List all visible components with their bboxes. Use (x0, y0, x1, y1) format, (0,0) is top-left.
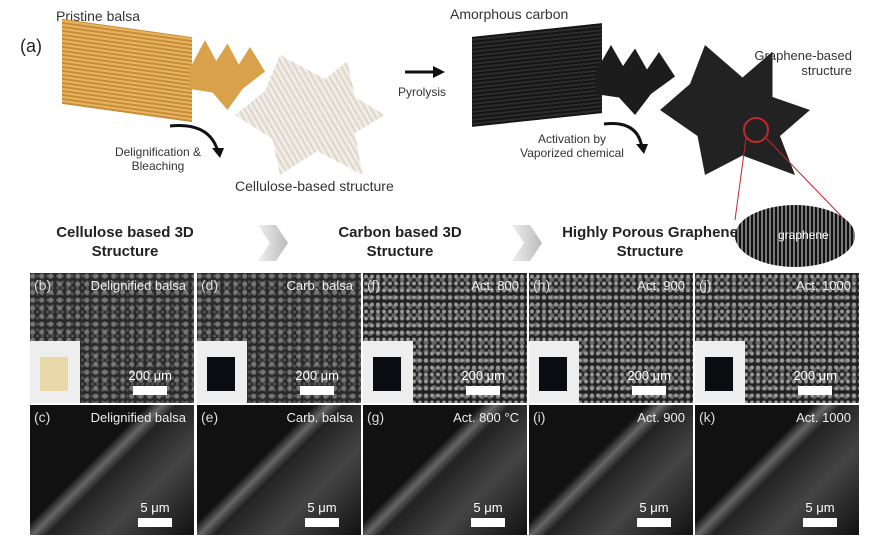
sem-image-f: (f) Act. 800 200 μm (363, 273, 527, 403)
scale-label: 200 μm (793, 368, 837, 383)
stage-arrow-icon (258, 225, 288, 261)
sample-photo-inset (363, 341, 413, 403)
sample (207, 357, 235, 391)
sample (373, 357, 401, 391)
scale-bar: 200 μm (793, 368, 837, 395)
sem-image-i: (i) Act. 900 5 μm (529, 405, 693, 535)
arrow-right-icon (405, 66, 445, 78)
scale-bar-line (471, 518, 505, 527)
curved-arrow-icon (603, 122, 648, 154)
scale-label: 200 μm (461, 368, 505, 383)
panel-label-a: (a) (20, 36, 42, 56)
scale-bar: 200 μm (627, 368, 671, 395)
stage-graphene: Highly Porous Graphene Structure (562, 224, 738, 260)
panel-title: Act. 1000 (796, 278, 851, 293)
scale-label: 200 μm (295, 368, 339, 383)
scale-bar-line (466, 386, 501, 395)
panel-title: Act. 800 (471, 278, 519, 293)
graphene-inset (735, 205, 855, 267)
pyrolysis-label: Pyrolysis (398, 85, 447, 99)
stage-carbon: Carbon based 3D Structure (338, 224, 462, 260)
panel-title: Delignified balsa (90, 278, 186, 293)
panel-label: (i) (533, 409, 546, 425)
scale-bar-line (300, 386, 335, 395)
activation-label: Activation by Vaporized chemical (520, 132, 624, 160)
scale-bar-line (133, 386, 168, 395)
panel-label: (g) (367, 409, 385, 425)
panel-title: Act. 900 (637, 410, 685, 425)
scale-bar: 5 μm (803, 500, 837, 527)
panel-label: (b) (34, 277, 52, 293)
graphene-inset-label: graphene (778, 228, 829, 242)
curved-arrow-icon (169, 124, 224, 158)
scale-bar-line (637, 518, 671, 527)
panel-label: (k) (699, 409, 716, 425)
carbon-block (472, 23, 602, 127)
scale-bar: 200 μm (295, 368, 339, 395)
sample (539, 357, 567, 391)
scale-bar-line (138, 518, 172, 527)
scale-bar-line (803, 518, 837, 527)
panel-title: Act. 900 (637, 278, 685, 293)
scale-bar: 5 μm (305, 500, 339, 527)
carbon-fins (595, 45, 675, 115)
panel-label: (c) (34, 409, 51, 425)
sem-image-c: (c) Delignified balsa 5 μm (30, 405, 194, 535)
sample-photo-inset (695, 341, 745, 403)
stage-arrow-icon (512, 225, 542, 261)
sem-image-k: (k) Act. 1000 5 μm (695, 405, 859, 535)
scale-bar: 5 μm (471, 500, 505, 527)
cellulose-label: Cellulose-based structure (235, 178, 394, 194)
panel-label: (h) (533, 277, 551, 293)
panel-title: Act. 800 °C (453, 410, 519, 425)
balsa-block (62, 18, 192, 123)
zoom-lines (734, 117, 846, 221)
sem-image-d: (d) Carb. balsa 200 μm (197, 273, 361, 403)
graphene-structure-label: Graphene-based structure (754, 48, 852, 78)
scale-bar-line (632, 386, 667, 395)
amorphous-carbon-label: Amorphous carbon (450, 6, 569, 22)
scale-bar: 200 μm (461, 368, 505, 395)
sem-image-j: (j) Act. 1000 200 μm (695, 273, 859, 403)
scale-bar: 5 μm (637, 500, 671, 527)
scale-label: 5 μm (307, 500, 337, 515)
scale-bar: 5 μm (138, 500, 172, 527)
sem-image-h: (h) Act. 900 200 μm (529, 273, 693, 403)
sem-image-b: (b) Delignified balsa 200 μm (30, 273, 194, 403)
balsa-fins (190, 40, 265, 110)
panel-label: (j) (699, 277, 712, 293)
scale-label: 5 μm (805, 500, 835, 515)
sample (705, 357, 733, 391)
sem-image-e: (e) Carb. balsa 5 μm (197, 405, 361, 535)
scale-label: 5 μm (140, 500, 170, 515)
panel-label: (d) (201, 277, 219, 293)
sample-photo-inset (529, 341, 579, 403)
panel-title: Carb. balsa (286, 278, 353, 293)
scale-label: 5 μm (473, 500, 503, 515)
scale-bar-line (305, 518, 339, 527)
panel-label: (f) (367, 277, 381, 293)
sem-image-g: (g) Act. 800 °C 5 μm (363, 405, 527, 535)
panel-title: Act. 1000 (796, 410, 851, 425)
scale-label: 200 μm (627, 368, 671, 383)
scale-label: 5 μm (639, 500, 669, 515)
stage-cellulose: Cellulose based 3D Structure (56, 224, 194, 260)
sample-photo-inset (30, 341, 80, 403)
panel-title: Carb. balsa (286, 410, 353, 425)
scale-label: 200 μm (128, 368, 172, 383)
scale-bar: 200 μm (128, 368, 172, 395)
scale-bar-line (798, 386, 833, 395)
panel-label: (e) (201, 409, 219, 425)
sample-photo-inset (197, 341, 247, 403)
delignification-label: Delignification & Bleaching (114, 145, 202, 173)
panel-title: Delignified balsa (90, 410, 186, 425)
sample (40, 357, 68, 391)
